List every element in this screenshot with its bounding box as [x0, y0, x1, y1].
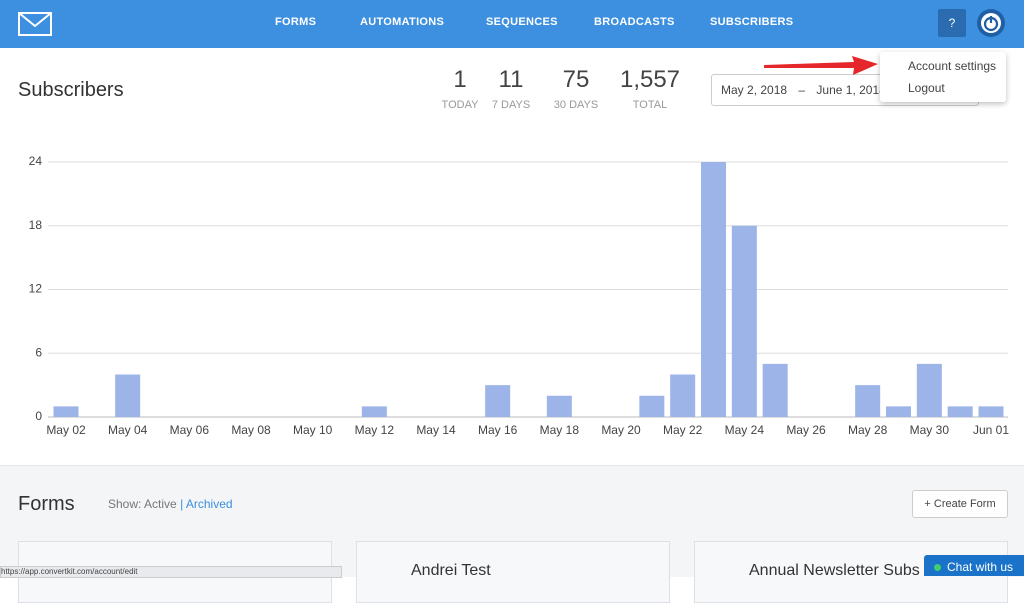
nav-automations[interactable]: AUTOMATIONS — [360, 16, 445, 28]
chat-dot — [934, 564, 941, 571]
x-tick-label: May 02 — [46, 423, 86, 437]
stat-value: 75 — [562, 66, 590, 93]
stat-value: 11 — [498, 66, 524, 93]
form-card[interactable]: Andrei Test — [356, 541, 670, 603]
power-button[interactable] — [976, 8, 1006, 38]
card-title: Annual Newsletter Subs — [749, 562, 920, 579]
show-label: Show: — [108, 497, 142, 511]
stat-value: 1,557 — [619, 66, 681, 93]
x-tick-label: May 12 — [355, 423, 395, 437]
card-title: Andrei Test — [411, 562, 491, 579]
forms-title: Forms — [18, 493, 75, 515]
stat-label: 30 DAYS — [553, 99, 599, 111]
y-tick-label: 6 — [35, 345, 42, 359]
x-tick-label: May 20 — [601, 423, 641, 437]
x-tick-label: May 22 — [663, 423, 703, 437]
date-range[interactable]: May 2, 2018 – June 1, 2018 — [711, 74, 979, 106]
nav-sequences[interactable]: SEQUENCES — [486, 16, 558, 28]
chart: 0 6 12 18 24 May 02 May 04 May 06 May 08 May 10 Ma… — [29, 154, 1010, 437]
bar — [53, 406, 79, 417]
x-tick-label: May 28 — [848, 423, 888, 437]
bar — [947, 406, 973, 417]
x-tick-label: May 14 — [416, 423, 456, 437]
x-tick-label: May 10 — [293, 423, 333, 437]
bar — [701, 162, 726, 417]
x-tick-label: May 04 — [108, 423, 148, 437]
y-tick-label: 24 — [29, 154, 43, 168]
chat-label: Chat with us — [947, 560, 1014, 574]
bar — [731, 225, 757, 417]
x-tick-label: May 16 — [478, 423, 518, 437]
status-bar: https://app.convertkit.com/account/edit — [0, 566, 342, 578]
x-tick-label: May 26 — [786, 423, 826, 437]
x-tick-label: Jun 01 — [973, 423, 1009, 437]
menu-logout[interactable]: Logout — [908, 81, 945, 95]
x-tick-label: May 24 — [725, 423, 765, 437]
stat-label: TODAY — [441, 99, 479, 111]
date-to: June 1, 2018 — [816, 83, 886, 97]
page-title: Subscribers — [18, 79, 124, 101]
bar — [762, 363, 788, 417]
menu-account-settings[interactable]: Account settings — [908, 59, 997, 73]
stat-value: 1 — [453, 66, 467, 93]
filter-active[interactable]: Active — [144, 497, 177, 511]
stat-label: 7 DAYS — [491, 99, 531, 111]
nav-forms[interactable]: FORMS — [275, 16, 317, 28]
bar — [361, 406, 387, 417]
x-tick-label: May 18 — [540, 423, 580, 437]
forms-filter: Show: Active | Archived — [108, 497, 233, 511]
x-tick-label: May 06 — [170, 423, 210, 437]
filter-sep: | — [180, 497, 184, 511]
bar — [546, 395, 572, 417]
bar — [886, 406, 911, 417]
create-form-button[interactable]: + Create Form — [912, 490, 1008, 518]
help-button[interactable]: ? — [938, 9, 966, 37]
nav-bar: FORMS AUTOMATIONS SEQUENCES BROADCASTS S… — [0, 0, 1024, 48]
chat-widget[interactable]: Chat with us — [924, 555, 1024, 576]
bar — [485, 385, 511, 417]
bar — [639, 395, 665, 417]
date-sep: – — [798, 83, 806, 97]
y-tick-label: 0 — [35, 409, 42, 423]
logo[interactable] — [18, 12, 52, 36]
y-tick-label: 18 — [29, 218, 43, 232]
bar — [916, 363, 942, 417]
account-menu: Account settings Logout — [880, 52, 1006, 102]
bar — [115, 374, 141, 417]
x-tick-label: May 08 — [231, 423, 271, 437]
nav-broadcasts[interactable]: BROADCASTS — [594, 16, 675, 28]
date-from: May 2, 2018 — [721, 83, 788, 97]
stat-label: TOTAL — [632, 99, 668, 111]
bar — [978, 406, 1004, 417]
nav-subscribers[interactable]: SUBSCRIBERS — [710, 16, 794, 28]
bar — [855, 385, 881, 417]
red-arrow — [764, 56, 878, 75]
filter-archived[interactable]: Archived — [185, 497, 233, 511]
x-tick-label: May 30 — [910, 423, 950, 437]
bar — [670, 374, 696, 417]
y-tick-label: 12 — [29, 282, 43, 296]
